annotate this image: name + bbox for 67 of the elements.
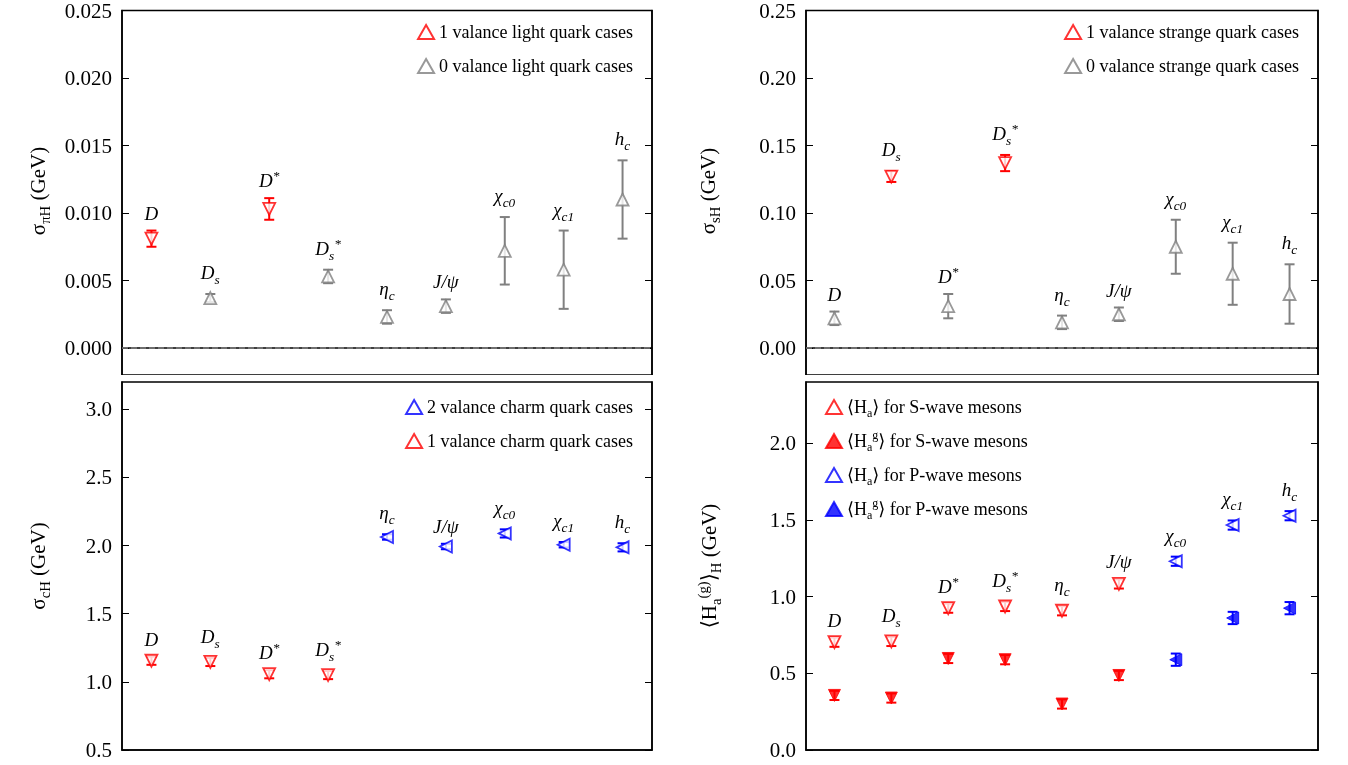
- x-tick-label: η$_{c}$: [379, 278, 395, 305]
- point: [1225, 266, 1240, 281]
- y-tick-label: 0.25: [759, 0, 796, 23]
- legend-label: 0 valance strange quark cases: [1086, 56, 1300, 76]
- legend-label: 2 valance charm quark cases: [427, 397, 634, 417]
- x-tick-label: χ$_{c0}$: [1165, 187, 1187, 214]
- x-tick-label: D: [827, 283, 842, 306]
- x-tick-label: η$_{c}$: [1054, 283, 1070, 310]
- y-tick-label: 0.005: [64, 268, 112, 293]
- y-tick-label: 0.20: [759, 66, 796, 90]
- y-tick-label: 0.5: [85, 738, 112, 762]
- x-tick-label: D: [144, 202, 159, 225]
- category-label: D: [827, 609, 842, 631]
- y-tick-label: 0.015: [64, 133, 112, 158]
- y-tick-label: 1.5: [85, 601, 112, 626]
- x-tick-label: χ$_{c1}$: [553, 198, 575, 225]
- y-tick-label: 0.020: [64, 66, 112, 90]
- category-label: χ$_{c1}$: [553, 510, 575, 535]
- y-tick-label: 0.0: [769, 738, 796, 762]
- category-label: J/ψ: [1106, 551, 1132, 573]
- category-label: χ$_{c1}$: [1222, 488, 1244, 514]
- y-tick-label: 1.0: [769, 584, 796, 609]
- category-label: D$_{s}$: [881, 605, 901, 630]
- category-label: J/ψ: [433, 515, 459, 537]
- legend-label: 1 valance light quark cases: [439, 22, 633, 42]
- point: [497, 243, 512, 258]
- y-tick-label: 2.0: [769, 431, 796, 456]
- category-label: D$_{s}$: [200, 626, 220, 651]
- y-tick-label: 1.5: [769, 508, 796, 532]
- category-label: D$^{*}$: [259, 639, 280, 664]
- category-label: h$_{c}$: [1281, 479, 1298, 505]
- x-tick-label: χ$_{c0}$: [494, 185, 516, 212]
- point: [262, 202, 277, 216]
- y-tick-label: 0.05: [759, 268, 796, 293]
- x-tick-label: χ$_{c1}$: [1222, 210, 1244, 237]
- y-tick-label: 0.010: [64, 201, 112, 225]
- point: [941, 299, 956, 314]
- y-tick-label: 0.00: [759, 336, 796, 360]
- x-tick-label: J/ψ: [1106, 279, 1132, 302]
- y-tick-label: 0.025: [64, 0, 112, 23]
- point: [556, 262, 571, 277]
- category-label: D: [144, 628, 159, 650]
- point: [615, 192, 630, 207]
- x-tick-label: h$_{c}$: [614, 128, 631, 155]
- x-tick-label: D$_{s}$: [200, 262, 220, 288]
- y-tick-label: 0.5: [769, 661, 796, 686]
- category-label: χ$_{c0}$: [1165, 524, 1187, 550]
- legend-label: 1 valance strange quark cases: [1086, 22, 1300, 42]
- point: [556, 537, 571, 552]
- category-label: χ$_{c0}$: [494, 497, 516, 523]
- point: [1282, 287, 1297, 301]
- category-label: η$_{c}$: [1054, 574, 1070, 600]
- x-tick-label: J/ψ: [433, 271, 459, 294]
- y-tick-label: 0.10: [759, 201, 796, 225]
- y-tick-label: 0.000: [64, 336, 112, 360]
- category-label: D$^{*}$: [938, 573, 959, 597]
- point: [1168, 239, 1183, 254]
- category-label: h$_{c}$: [614, 511, 631, 537]
- y-tick-label: 2.5: [85, 465, 112, 490]
- y-tick-label: 0.15: [759, 133, 796, 158]
- x-tick-label: D$^{*}$: [938, 263, 959, 288]
- legend-label: 0 valance light quark cases: [439, 56, 633, 76]
- y-tick-label: 1.0: [85, 669, 112, 694]
- category-label: η$_{c}$: [379, 502, 395, 528]
- y-tick-label: 3.0: [85, 397, 112, 422]
- legend-label: 1 valance charm quark cases: [427, 431, 634, 451]
- y-tick-label: 2.0: [85, 533, 112, 558]
